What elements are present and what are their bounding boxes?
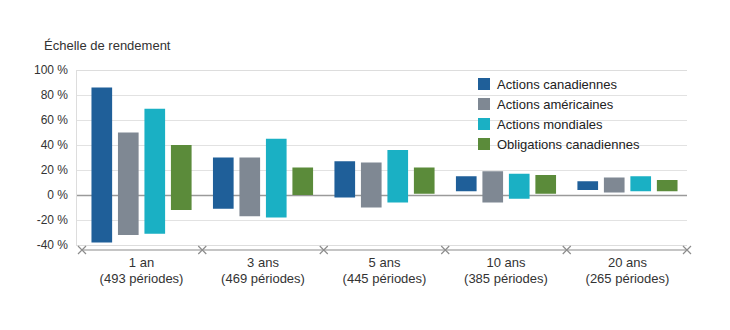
x-separator: [198, 246, 206, 254]
y-tick-label: 80 %: [41, 88, 69, 102]
bar: [361, 163, 382, 208]
bar: [509, 174, 530, 199]
y-axis: -40 % -20 % 0 % 20 % 40 % 60 % 80 % 100 %: [34, 63, 687, 252]
x-separator: [683, 246, 691, 254]
chart: Échelle de rendement -40 % -20 % 0 % 20 % 40 …: [0, 0, 730, 330]
legend-swatch: [478, 98, 490, 110]
y-tick-label: 0 %: [47, 188, 68, 202]
legend: Actions canadiennes Actions américaines Ac…: [478, 77, 640, 152]
grid-line: [76, 95, 687, 96]
legend-item: Actions mondiales: [478, 117, 603, 132]
x-separator: [441, 246, 449, 254]
legend-item: Obligations canadiennes: [478, 137, 640, 152]
y-tick-label: -40 %: [37, 238, 69, 252]
legend-label: Actions canadiennes: [497, 77, 617, 92]
x-separator: [78, 246, 86, 254]
bar: [577, 181, 598, 190]
y-tick-label: 20 %: [41, 163, 69, 177]
y-axis-line: [77, 71, 688, 246]
bar: [266, 139, 287, 218]
bar: [535, 175, 556, 194]
x-axis-line: [82, 249, 687, 250]
bar: [456, 176, 477, 191]
legend-swatch: [478, 118, 490, 130]
x-tick-label: 10 ans(385 périodes): [464, 255, 548, 286]
bar: [604, 178, 625, 193]
y-axis-title: Échelle de rendement: [44, 38, 171, 53]
x-separator: [320, 246, 328, 254]
bar: [334, 161, 355, 197]
bar: [387, 150, 408, 203]
bar: [171, 145, 192, 210]
bar: [657, 180, 678, 191]
y-tick-label: -20 %: [37, 213, 69, 227]
legend-swatch: [478, 78, 490, 90]
bar: [482, 171, 503, 202]
legend-label: Actions mondiales: [497, 117, 603, 132]
bar: [118, 133, 139, 236]
y-tick-label: 100 %: [34, 63, 68, 77]
x-tick-label: 1 an(493 périodes): [100, 255, 184, 286]
x-tick-label: 3 ans(469 périodes): [221, 255, 305, 286]
legend-item: Actions américaines: [478, 97, 614, 112]
bar: [292, 168, 313, 196]
legend-label: Obligations canadiennes: [497, 137, 640, 152]
x-tick-label: 5 ans(445 périodes): [343, 255, 427, 286]
y-tick-label: 60 %: [41, 113, 69, 127]
bar: [239, 158, 260, 217]
bar: [630, 176, 651, 191]
x-tick-label: 20 ans(265 périodes): [586, 255, 670, 286]
bar-series: [171, 145, 678, 210]
plot-area: [91, 88, 677, 243]
bar-series: [144, 109, 651, 234]
grid-line: [76, 220, 687, 221]
legend-item: Actions canadiennes: [478, 77, 617, 92]
x-separator: [563, 246, 571, 254]
bar: [414, 168, 435, 194]
x-axis: 1 an(493 périodes) 3 ans(469 périodes) 5 a…: [78, 246, 691, 286]
y-tick-label: 40 %: [41, 138, 69, 152]
bar: [91, 88, 112, 243]
legend-label: Actions américaines: [497, 97, 614, 112]
legend-swatch: [478, 138, 490, 150]
bar: [144, 109, 165, 234]
bar: [213, 158, 234, 209]
